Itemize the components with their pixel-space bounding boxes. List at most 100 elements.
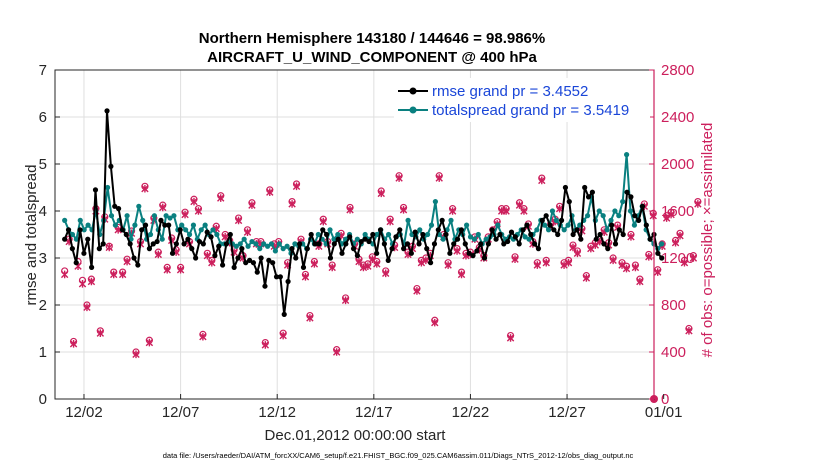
rmse-point [92, 187, 99, 193]
obs-assimilated-marker [199, 332, 207, 341]
rmse-point [404, 241, 411, 247]
rmse-point [266, 257, 272, 263]
rmse-point [489, 227, 495, 233]
spread-point [553, 217, 559, 223]
y-tick-label-left: 0 [39, 391, 47, 408]
obs-assimilated-marker [221, 233, 229, 241]
rmse-point [370, 231, 376, 238]
obs-assimilated-marker [266, 188, 274, 196]
rmse-point [605, 246, 611, 252]
rmse-point [447, 250, 453, 256]
rmse-point [277, 274, 283, 280]
rmse-point [258, 255, 264, 261]
rmse-point [115, 206, 122, 212]
rmse-point [254, 269, 260, 275]
spread-point [276, 241, 282, 247]
rmse-point [589, 189, 595, 195]
rmse-point [547, 222, 553, 228]
obs-assimilated-marker [190, 197, 198, 206]
y-tick-label-right: 1600 [661, 203, 694, 220]
spread-point [284, 243, 290, 249]
spread-point [522, 234, 528, 240]
spread-point [62, 217, 68, 223]
rmse-point [601, 241, 607, 247]
obs-assimilated-marker [395, 174, 403, 182]
obs-assimilated-marker [96, 329, 105, 337]
obs-assimilated-marker [69, 339, 78, 348]
rmse-point [362, 236, 368, 242]
spread-point [327, 227, 333, 233]
spread-point [214, 231, 220, 238]
obs-assimilated-marker [694, 200, 702, 208]
rmse-point [339, 250, 345, 256]
obs-assimilated-marker [328, 263, 336, 272]
rmse-point [639, 203, 646, 209]
rmse-point [85, 236, 91, 242]
y-tick-label-left: 4 [39, 203, 47, 220]
spread-point [464, 222, 470, 228]
rmse-point [636, 217, 642, 223]
series-lines [62, 108, 665, 403]
obs-assimilated-marker [631, 263, 640, 272]
obs-assimilated-marker [564, 258, 573, 267]
rmse-point [659, 255, 665, 261]
rmse-point [451, 241, 457, 247]
spread-point [467, 234, 474, 240]
rmse-point [493, 236, 499, 242]
obs-assimilated-marker [649, 211, 657, 220]
rmse-point [270, 260, 276, 266]
rmse-point [520, 227, 526, 233]
obs-assimilated-marker [355, 257, 363, 266]
spread-point [171, 213, 177, 219]
y-tick-label-right: 400 [661, 344, 686, 361]
rmse-point [123, 231, 129, 238]
spread-point [202, 222, 208, 228]
rmse-point [381, 241, 387, 247]
obs-assimilated-marker [560, 261, 568, 269]
spread-point [659, 241, 665, 247]
obs-assimilated-marker [533, 261, 542, 269]
rmse-point [212, 253, 218, 259]
x-tick-label: 12/27 [548, 404, 586, 421]
rmse-point [612, 241, 619, 247]
rmse-point [69, 246, 75, 252]
x-tick-label: 12/07 [162, 404, 200, 421]
obs-assimilated-marker [181, 210, 189, 219]
rmse-point [535, 246, 542, 252]
spread-point [475, 231, 481, 238]
rmse-point [177, 227, 183, 233]
y-axis-label-left: rmse and totalspread [23, 165, 40, 306]
spread-point [331, 236, 337, 242]
obs-assimilated-marker [110, 270, 118, 279]
spread-point [233, 243, 239, 249]
x-tick-label: 01/01 [645, 404, 683, 421]
rmse-point [524, 222, 530, 228]
rmse-point [597, 231, 603, 238]
spread-point [620, 199, 626, 205]
spread-point [385, 231, 392, 238]
obs-assimilated-marker [520, 207, 528, 215]
rmse-point [609, 222, 615, 228]
rmse-point [281, 311, 287, 317]
obs-assimilated-marker [417, 258, 426, 267]
obs-assimilated-marker [680, 258, 689, 267]
spread-point [132, 222, 138, 228]
rmse-point [628, 194, 634, 200]
obs-assimilated-marker [569, 243, 577, 252]
rmse-point [439, 217, 445, 223]
spread-point [140, 217, 146, 223]
spread-point [69, 231, 76, 238]
obs-assimilated-marker [542, 258, 550, 267]
spread-point [104, 184, 111, 191]
rmse-point [100, 241, 106, 247]
obs-assimilated-marker [301, 273, 310, 281]
obs-assimilated-marker [399, 206, 408, 214]
obs-assimilated-marker [118, 270, 127, 279]
spread-point [112, 222, 118, 228]
rmse-point [65, 227, 72, 233]
y-tick-label-left: 6 [39, 109, 47, 126]
spread-point [210, 227, 216, 233]
chart-title-line1: Northern Hemisphere 143180 / 144646 = 98… [199, 30, 545, 47]
spread-point [159, 236, 165, 242]
